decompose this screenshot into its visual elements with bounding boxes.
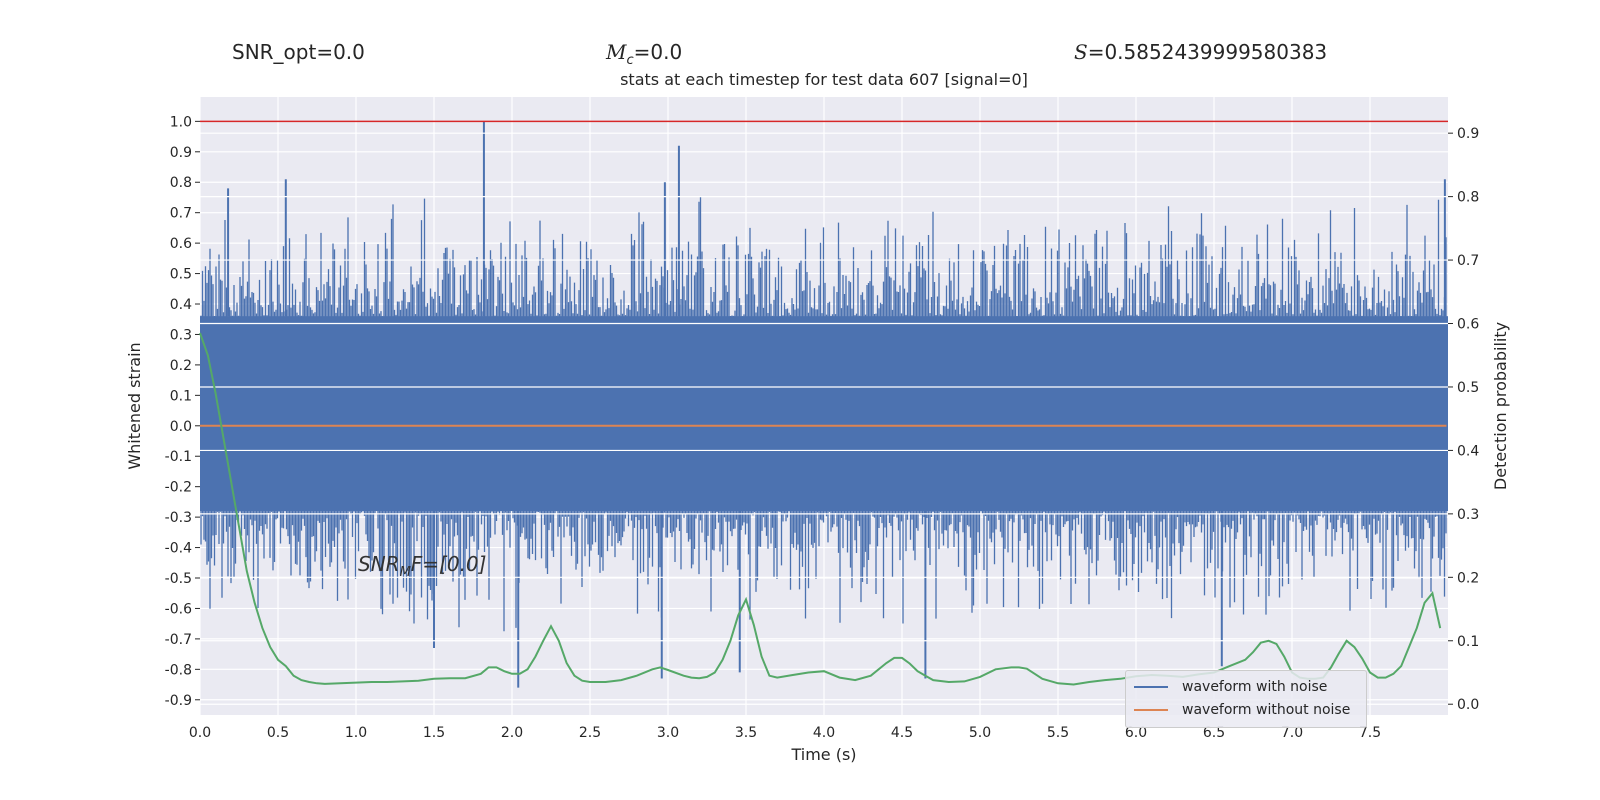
x-tick-label: 4.0 <box>813 725 835 741</box>
y-tick-label: 0.1 <box>170 388 192 404</box>
x-tick-label: 2.5 <box>579 725 601 741</box>
y-tick-label: -0.1 <box>165 449 192 465</box>
x-tick-label: 3.5 <box>735 725 757 741</box>
s-symbol: S <box>1074 40 1088 64</box>
y-tick-label: 0.4 <box>170 297 192 313</box>
y-tick-label: -0.5 <box>165 571 192 587</box>
series-detection-probability <box>199 332 1442 686</box>
y-tick-label: -0.7 <box>165 632 192 648</box>
x-tick-label: 5.0 <box>969 725 991 741</box>
legend-label-with-noise: waveform with noise <box>1182 679 1328 695</box>
y-axis-label: Whitened strain <box>125 342 144 469</box>
snr-mf-value: F=[0.0] <box>410 552 487 576</box>
y-tick-label: 0.9 <box>170 145 192 161</box>
legend-item-with-noise: waveform with noise <box>1134 676 1327 698</box>
y2-tick-label: 0.5 <box>1457 380 1479 396</box>
x-tick-label: 6.0 <box>1125 725 1147 741</box>
y-tick-labels: 1.0 0.9 0.8 0.7 0.6 0.5 0.4 0.3 0.2 0.1 0.0 -0.1 -0.… <box>165 114 192 708</box>
y-tick-label: -0.3 <box>165 510 192 526</box>
y2-tick-label: 0.6 <box>1457 317 1479 333</box>
x-tick-label: 4.5 <box>891 725 913 741</box>
y2-tick-label: 0.3 <box>1457 507 1479 523</box>
s-label: S=0.5852439999580383 <box>1074 38 1327 66</box>
y2-axis-label: Detection probability <box>1491 322 1510 490</box>
y2-tick-label: 0.7 <box>1457 253 1479 269</box>
y-tick-label: -0.2 <box>165 480 192 496</box>
y-tick-label: 1.0 <box>170 114 192 130</box>
y-tick-label: 0.6 <box>170 236 192 252</box>
x-tick-label: 7.0 <box>1281 725 1303 741</box>
snr-mf-annotation: SNRMF=[0.0] <box>358 552 486 580</box>
s-value: =0.5852439999580383 <box>1087 40 1328 64</box>
y2-tick-labels: 0.9 0.8 0.7 0.6 0.5 0.4 0.3 0.2 0.1 0.0 <box>1457 126 1479 713</box>
chart-title: stats at each timestep for test data 607… <box>620 70 1028 89</box>
snr-mf-subscript: M <box>399 565 411 580</box>
y-tick-label: 0.0 <box>170 419 192 435</box>
y-tick-label: 0.7 <box>170 206 192 222</box>
snr-mf-symbol: SNR <box>358 552 400 576</box>
legend-swatch-without-noise <box>1134 709 1168 711</box>
y2-tick-label: 0.0 <box>1457 697 1479 713</box>
mc-value: =0.0 <box>633 40 683 64</box>
y-tick-label: -0.4 <box>165 541 192 557</box>
y2-tick-label: 0.4 <box>1457 443 1479 459</box>
y2-tick-label: 0.9 <box>1457 126 1479 142</box>
y-tick-label: -0.6 <box>165 601 192 617</box>
x-tick-label: 1.0 <box>345 725 367 741</box>
y-tick-label: 0.3 <box>170 327 192 343</box>
x-tick-label: 6.5 <box>1203 725 1225 741</box>
x-tick-label: 3.0 <box>657 725 679 741</box>
y2-tick-label: 0.8 <box>1457 190 1479 206</box>
y2-tick-label: 0.1 <box>1457 634 1479 650</box>
y2-grid <box>200 132 1453 705</box>
y2-tick-label: 0.2 <box>1457 570 1479 586</box>
x-tick-label: 0.0 <box>189 725 211 741</box>
mc-subscript: c <box>626 53 634 68</box>
snr-opt-label: SNR_opt=0.0 <box>232 40 365 64</box>
y-tick-label: 0.5 <box>170 267 192 283</box>
x-axis-label: Time (s) <box>790 745 856 764</box>
x-tick-label: 5.5 <box>1047 725 1069 741</box>
legend-swatch-with-noise <box>1134 686 1168 688</box>
x-tick-label: 0.5 <box>267 725 289 741</box>
legend: waveform with noise waveform without noi… <box>1125 670 1367 728</box>
mc-symbol: M <box>606 40 627 64</box>
y-tick-label: -0.9 <box>165 693 192 709</box>
x-tick-label: 1.5 <box>423 725 445 741</box>
mc-label: Mc=0.0 <box>606 38 682 75</box>
y-tick-label: 0.2 <box>170 358 192 374</box>
series-waveform-with-noise-band <box>200 316 1448 512</box>
legend-item-without-noise: waveform without noise <box>1134 699 1350 721</box>
y-tick-label: -0.8 <box>165 662 192 678</box>
x-tick-labels: 0.0 0.5 1.0 1.5 2.0 2.5 3.0 3.5 4.0 4.5 5.0 5.5 6.0 6… <box>189 725 1381 741</box>
x-tick-label: 7.5 <box>1359 725 1381 741</box>
legend-label-without-noise: waveform without noise <box>1182 702 1351 718</box>
x-tick-label: 2.0 <box>501 725 523 741</box>
y-tick-label: 0.8 <box>170 175 192 191</box>
